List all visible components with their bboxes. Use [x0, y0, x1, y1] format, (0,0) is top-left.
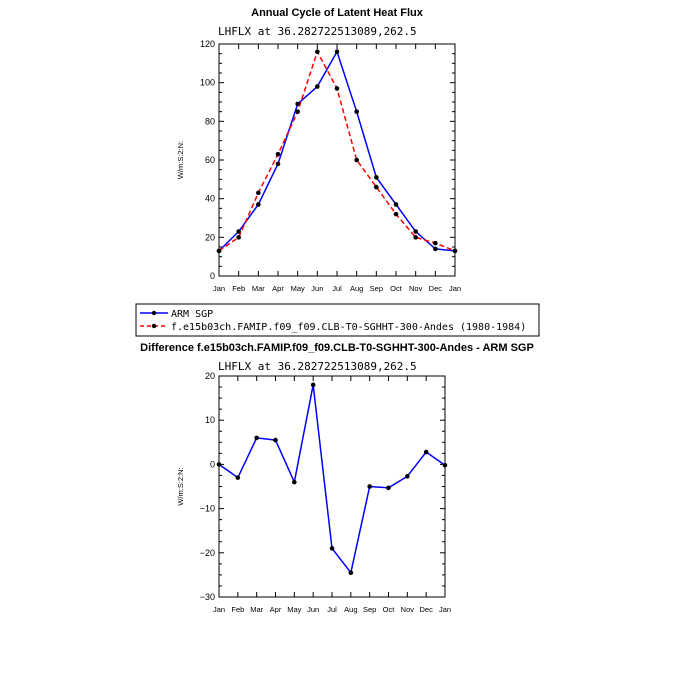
chart-1-series-2-point	[374, 184, 379, 190]
chart-1-series-2-point	[393, 211, 399, 217]
chart-2-series-1-point	[292, 479, 297, 485]
chart-1-series-1-line	[218, 49, 456, 252]
chart-2-xtick-label: Apr	[270, 605, 282, 614]
chart-2-series-1-point	[273, 437, 278, 443]
chart-2-series-1-point	[405, 474, 410, 479]
chart-2-ytick-label: 10	[205, 415, 215, 425]
chart-1-xtick-label: Aug	[350, 284, 363, 293]
chart-1-series-2-point	[295, 109, 300, 114]
chart-1-xtick-label: Sep	[370, 284, 383, 293]
chart-2-series-1-point	[423, 449, 429, 455]
chart-1-subtitle: LHFLX at 36.282722513089,262.5	[218, 25, 417, 38]
chart-1-series-2-point	[433, 240, 438, 246]
legend-marker-model	[151, 323, 157, 329]
chart-1-series-1-point	[295, 101, 300, 107]
chart-1-series-2-point	[256, 190, 261, 196]
legend-label-model: f.e15b03ch.FAMIP.f09_f09.CLB-T0-SGHHT-30…	[171, 322, 526, 333]
chart-1-series-1-point	[236, 229, 241, 234]
legend-marker-arm-sgp	[151, 310, 157, 316]
chart-1-xtick-label: Mar	[252, 284, 265, 293]
chart-1-series-1-point	[413, 229, 418, 234]
chart-1-ytick-label: 60	[205, 155, 215, 165]
chart-2-xtick-label: Oct	[383, 605, 396, 614]
chart-1-series-1-point	[374, 175, 379, 180]
chart-2-series-1-point	[235, 475, 241, 480]
legend-box	[135, 303, 540, 337]
chart-2-ytick-label: −30	[200, 592, 215, 602]
chart-2-ytick-label: −20	[200, 548, 215, 558]
chart-1-ytick-label: 0	[210, 271, 215, 281]
chart-2-xtick-label: May	[287, 605, 301, 614]
chart-1-xtick-label: Oct	[390, 284, 403, 293]
chart-2-xtick-label: Sep	[363, 605, 376, 614]
chart-2-series-1-point	[216, 462, 222, 467]
chart-1-series-1-point	[433, 246, 438, 252]
chart-1-xtick-label: Jun	[311, 284, 323, 293]
chart-2-title: Difference f.e15b03ch.FAMIP.f09_f09.CLB-…	[140, 342, 534, 354]
chart-1-xtick-label: Nov	[409, 284, 423, 293]
chart-2-xtick-label: Jan	[213, 605, 225, 614]
chart-2-series-1-point	[329, 546, 335, 551]
chart-1-series-2-point	[315, 49, 320, 55]
chart-2-xtick-label: Mar	[250, 605, 263, 614]
chart-1-title: Annual Cycle of Latent Heat Flux	[251, 7, 424, 19]
chart-1-ytick-label: 120	[200, 39, 215, 49]
chart-2-plot: −30 −20 −10 0 10 20 Jan Feb Mar Apr May Jun Jul Aug Se…	[176, 371, 451, 614]
chart-1-series-1-point	[354, 109, 359, 114]
chart-2-series-1-point	[310, 382, 316, 388]
chart-2-series-1-point	[442, 462, 448, 468]
chart-2-xtick-label: Nov	[401, 605, 415, 614]
chart-1-series-2-point	[236, 235, 241, 240]
chart-1-series-2-point	[413, 235, 418, 240]
chart-2-ytick-label: 20	[205, 371, 215, 381]
chart-1-ylabel: W/m:S:2:N:	[176, 141, 185, 179]
chart-2-series-1-line	[218, 384, 446, 575]
chart-2-series-1-point	[348, 570, 354, 575]
chart-1-series-1-point	[393, 202, 399, 207]
legend-label-arm-sgp: ARM SGP	[171, 309, 213, 320]
chart-1-xtick-label: May	[291, 284, 305, 293]
chart-1-series-2-point	[216, 248, 222, 254]
chart-1-series-2-point	[354, 157, 359, 163]
chart-1-frame	[218, 43, 456, 277]
chart-2-xtick-label: Aug	[344, 605, 357, 614]
chart-1-series-1-point	[275, 161, 281, 167]
chart-1-ytick-label: 20	[205, 232, 215, 242]
chart-2-xtick-label: Jul	[327, 605, 337, 614]
chart-2-ylabel: W/m:S:2:N:	[176, 467, 185, 505]
chart-1-series-2-point	[275, 151, 281, 157]
chart-2-xtick-label: Dec	[419, 605, 433, 614]
chart-1-xtick-label: Jul	[332, 284, 342, 293]
chart-1-series-2-line	[218, 49, 456, 252]
chart-1-series-1-point	[256, 202, 261, 207]
chart-1-xtick-label: Feb	[232, 284, 245, 293]
chart-2-ytick-label: −10	[200, 504, 215, 514]
chart-1-series-1-point	[334, 49, 340, 55]
chart-2-xtick-label: Feb	[231, 605, 244, 614]
chart-2-xtick-label: Jan	[439, 605, 451, 614]
chart-2-subtitle: LHFLX at 36.282722513089,262.5	[218, 360, 417, 373]
chart-2-xtick-label: Jun	[307, 605, 319, 614]
chart-1-plot: 0 20 40 60 80 100 120 Jan Feb Mar Apr May Jun Jul Aug S…	[176, 39, 461, 293]
chart-1-ytick-label: 40	[205, 194, 215, 204]
chart-1-series-2-point	[452, 248, 458, 254]
chart-1-xtick-label: Jan	[449, 284, 461, 293]
chart-2-series-1-point	[386, 485, 391, 491]
chart-1-series-1-point	[315, 84, 320, 89]
chart-2-series-1-point	[254, 435, 259, 441]
legend: ARM SGP f.e15b03ch.FAMIP.f09_f09.CLB-T0-…	[135, 303, 540, 337]
chart-1-ytick-label: 100	[200, 78, 215, 88]
chart-2-frame	[218, 375, 446, 598]
chart-1-xtick-label: Jan	[213, 284, 225, 293]
chart-1-xtick-label: Dec	[429, 284, 443, 293]
chart-2-series-1-point	[367, 484, 372, 489]
chart-1-series-2-point	[334, 86, 340, 91]
chart-2-ytick-label: 0	[210, 459, 215, 469]
chart-1-xtick-label: Apr	[272, 284, 284, 293]
chart-1-ytick-label: 80	[205, 116, 215, 126]
